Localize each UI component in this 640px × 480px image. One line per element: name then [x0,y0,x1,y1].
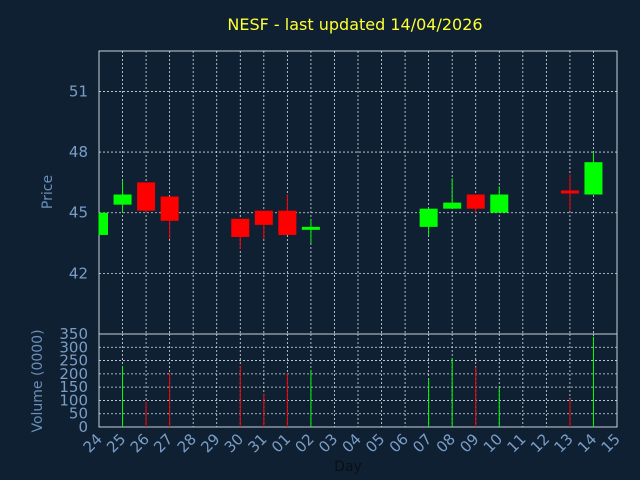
candle-body [443,202,462,209]
volume-tick-label: 0 [78,418,88,436]
candle-body [278,210,297,235]
price-tick-label: 51 [69,82,88,100]
volume-tick-label: 150 [59,378,88,396]
volume-tick-label: 250 [59,352,88,370]
volume-bars [122,336,594,427]
volume-tick-label: 300 [59,338,88,356]
candle-body [137,182,156,211]
x-axis-label: Day [334,459,362,475]
candle-body [584,162,603,195]
volume-axis-label: Volume (0000) [30,329,46,432]
price-tick-label: 45 [69,204,88,222]
candle-body [466,194,485,209]
candle-body [301,226,320,230]
candle-body [490,194,509,213]
candles [98,152,603,250]
candle-body [419,208,438,227]
candle-body [231,218,250,237]
volume-tick-label: 50 [69,405,88,423]
candle-body [254,210,273,225]
x-ticks: 2425262728293031010203040506070809101112… [80,430,624,456]
price-panel: 42 45 48 51 Price [40,50,618,335]
price-axis-label: Price [40,175,56,209]
chart-title: NESF - last updated 14/04/2026 [227,15,482,34]
volume-tick-label: 100 [59,391,88,409]
candle-body [99,212,108,235]
candle-body [113,194,132,205]
candle-body [160,196,179,221]
volume-tick-label: 350 [59,325,88,343]
price-tick-label: 42 [69,264,88,282]
price-y-ticks: 42 45 48 51 [69,82,88,282]
volume-tick-label: 200 [59,365,88,383]
price-tick-label: 48 [69,143,88,161]
candle-body [560,190,579,194]
